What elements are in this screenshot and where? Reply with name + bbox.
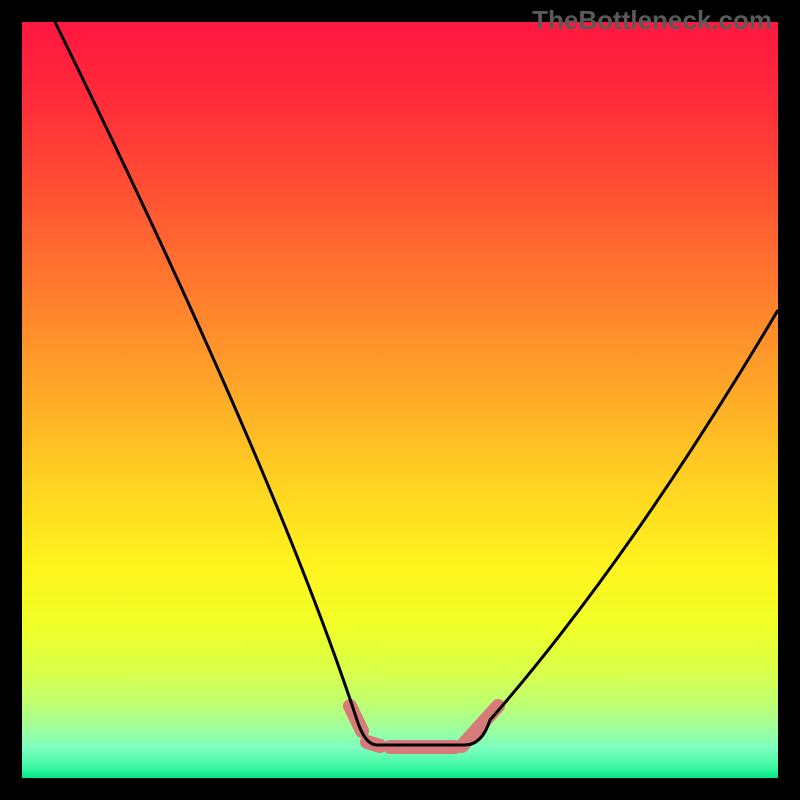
watermark-text: TheBottleneck.com <box>532 5 772 36</box>
left-branch-path <box>55 22 377 745</box>
right-branch-path <box>465 310 778 745</box>
chart-stage: TheBottleneck.com <box>0 0 800 800</box>
curve-layer <box>0 0 800 800</box>
